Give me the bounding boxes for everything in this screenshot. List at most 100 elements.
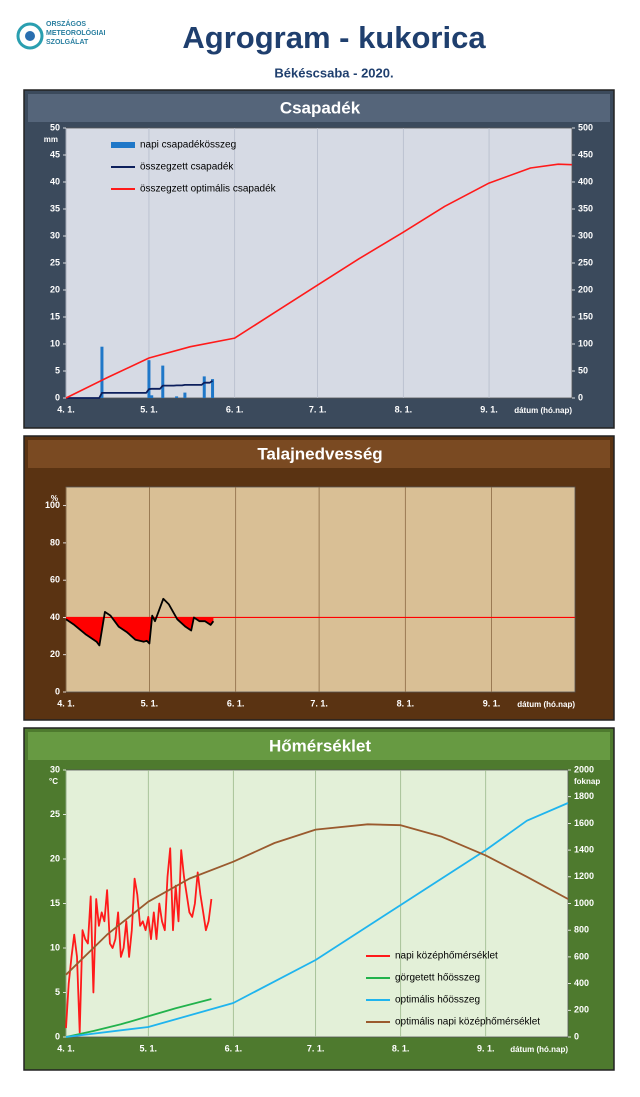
- legend-label: napi csapadékösszeg: [140, 140, 236, 151]
- x-tick-label: 9. 1.: [477, 1043, 495, 1053]
- y2-tick-label: 200: [578, 284, 593, 294]
- x-tick-label: 4. 1.: [57, 698, 75, 708]
- chart-title: Talajnedvesség: [257, 444, 382, 463]
- y-tick-label: 40: [50, 176, 60, 186]
- x-axis-title: dátum (hó.nap): [517, 700, 575, 709]
- y-tick-label: 20: [50, 284, 60, 294]
- legend-label: összegzett optimális csapadék: [140, 184, 277, 195]
- y2-tick-label: 1400: [574, 844, 594, 854]
- logo-text: SZOLGÁLAT: [46, 37, 89, 46]
- y-tick-label: 80: [50, 537, 60, 547]
- plot-area: [65, 769, 569, 1038]
- y-unit: %: [51, 494, 58, 503]
- y2-tick-label: 300: [578, 230, 593, 240]
- y-tick-label: 20: [50, 853, 60, 863]
- y-tick-label: 15: [50, 311, 60, 321]
- plot-area: [65, 127, 573, 399]
- y2-tick-label: 2000: [574, 764, 594, 774]
- y-tick-label: 30: [50, 230, 60, 240]
- bar: [100, 346, 104, 398]
- title-strip: [28, 732, 610, 760]
- x-tick-label: 8. 1.: [392, 1043, 410, 1053]
- y-unit: mm: [44, 135, 58, 144]
- logo-text: METEOROLÓGIAI: [46, 28, 106, 37]
- chart-panel: Hőmérséklet 4. 1. 5. 1. 6. 1. 7. 1. 8. 1. 9. 1…: [23, 727, 615, 1071]
- y2-tick-label: 450: [578, 149, 593, 159]
- x-tick-label: 9. 1.: [480, 404, 498, 414]
- y-tick-label: 15: [50, 898, 60, 908]
- x-tick-label: 6. 1.: [226, 404, 244, 414]
- y2-tick-label: 800: [574, 925, 589, 935]
- x-tick-label: 8. 1.: [395, 404, 413, 414]
- y2-tick-label: 0: [578, 392, 583, 402]
- y-tick-label: 10: [50, 338, 60, 348]
- y-tick-label: 0: [55, 392, 60, 402]
- legend-swatch: [111, 142, 135, 148]
- y-tick-label: 25: [50, 809, 60, 819]
- title-strip: [28, 440, 610, 468]
- chart-title: Csapadék: [280, 98, 361, 117]
- bar: [161, 365, 165, 398]
- y-tick-label: 40: [50, 612, 60, 622]
- y-tick-label: 5: [55, 987, 60, 997]
- page-title: Agrogram - kukorica: [182, 20, 486, 55]
- y2-tick-label: 250: [578, 257, 593, 267]
- y-tick-label: 20: [50, 649, 60, 659]
- x-tick-label: 4. 1.: [57, 404, 75, 414]
- logo-icon: [25, 31, 35, 41]
- y2-tick-label: 1000: [574, 898, 594, 908]
- bar: [150, 395, 154, 398]
- bar: [175, 396, 179, 398]
- x-axis-title: dátum (hó.nap): [514, 406, 572, 415]
- x-axis-title: dátum (hó.nap): [510, 1045, 568, 1054]
- y-tick-label: 35: [50, 203, 60, 213]
- y2-tick-label: 100: [578, 338, 593, 348]
- y-tick-label: 25: [50, 257, 60, 267]
- bar: [147, 360, 151, 398]
- bar: [211, 379, 215, 398]
- legend-label: napi középhőmérséklet: [395, 951, 498, 962]
- title-strip: [28, 94, 610, 122]
- y-tick-label: 10: [50, 942, 60, 952]
- data-line: [66, 380, 214, 399]
- y2-tick-label: 1600: [574, 818, 594, 828]
- x-tick-label: 5. 1.: [141, 698, 159, 708]
- legend-label: görgetett hőösszeg: [395, 973, 480, 984]
- chart-title: Hőmérséklet: [269, 736, 371, 755]
- legend-label: optimális hőösszeg: [395, 995, 480, 1006]
- logo-icon: [16, 22, 44, 50]
- logo-text: ORSZÁGOS: [46, 19, 86, 28]
- data-line: [65, 823, 569, 976]
- x-tick-label: 5. 1.: [140, 404, 158, 414]
- y-unit: °C: [49, 777, 58, 786]
- y2-tick-label: 1200: [574, 871, 594, 881]
- y2-tick-label: 50: [578, 365, 588, 375]
- y2-tick-label: 1800: [574, 791, 594, 801]
- data-line: [65, 802, 569, 1038]
- x-tick-label: 6. 1.: [227, 698, 245, 708]
- legend-label: összegzett csapadék: [140, 162, 234, 173]
- y2-tick-label: 0: [574, 1031, 579, 1041]
- deficit-area: [66, 617, 214, 646]
- y-tick-label: 45: [50, 149, 60, 159]
- y2-tick-label: 400: [574, 978, 589, 988]
- plot-area: [65, 486, 576, 693]
- chart-panel: Talajnedvesség 4. 1. 5. 1. 6. 1. 7. 1. 8. 1. 9…: [23, 435, 615, 721]
- y2-tick-label: 400: [578, 176, 593, 186]
- y-tick-label: 50: [50, 122, 60, 132]
- y-tick-label: 30: [50, 764, 60, 774]
- y2-tick-label: 600: [574, 951, 589, 961]
- y-tick-label: 60: [50, 575, 60, 585]
- bar: [202, 376, 206, 398]
- y2-tick-label: 350: [578, 203, 593, 213]
- page-subtitle: Békéscsaba - 2020.: [274, 65, 393, 80]
- y2-tick-label: 150: [578, 311, 593, 321]
- x-tick-label: 5. 1.: [140, 1043, 158, 1053]
- data-line: [65, 998, 212, 1038]
- data-line: [65, 597, 215, 647]
- x-tick-label: 7. 1.: [310, 698, 328, 708]
- y-tick-label: 0: [55, 1031, 60, 1041]
- chart-panel: Csapadék 4. 1. 5. 1. 6. 1. 7. 1. 8. 1. 9. 1. 0 5…: [23, 89, 615, 429]
